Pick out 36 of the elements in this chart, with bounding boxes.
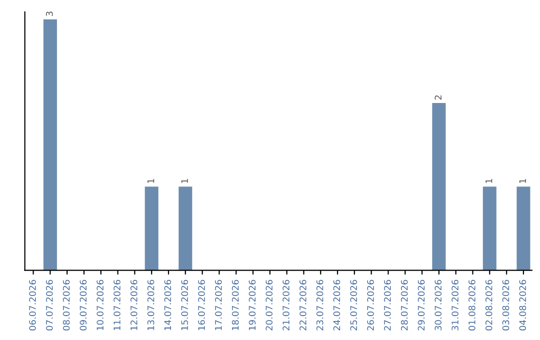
- x-tick-label: 06.07.2026: [29, 280, 36, 330]
- x-tick-label: 23.07.2026: [316, 280, 324, 330]
- x-tick-label: 01.08.2026: [468, 280, 476, 330]
- x-tick-label: 07.07.2026: [46, 280, 53, 330]
- x-tick-label: 28.07.2026: [400, 280, 408, 330]
- x-tick-label: 04.08.2026: [519, 280, 526, 330]
- data-label: 1: [519, 178, 526, 183]
- x-tick-label: 13.07.2026: [147, 280, 154, 330]
- x-tick-label: 18.07.2026: [232, 280, 239, 330]
- data-label: 1: [181, 178, 188, 183]
- x-tick-label: 15.07.2026: [181, 280, 188, 330]
- x-tick-label: 17.07.2026: [215, 280, 222, 330]
- data-label: 2: [434, 95, 442, 100]
- x-tick-label: 09.07.2026: [80, 280, 87, 330]
- x-tick-label: 30.07.2026: [434, 280, 442, 330]
- x-tick-label: 31.07.2026: [452, 280, 458, 330]
- x-tick-label: 02.08.2026: [485, 280, 492, 330]
- x-tick-label: 11.07.2026: [114, 280, 120, 330]
- x-tick-label: 14.07.2026: [164, 280, 172, 330]
- x-tick-label: 19.07.2026: [248, 280, 256, 330]
- x-tick-label: 03.08.2026: [502, 280, 510, 330]
- x-tick-label: 08.07.2026: [62, 280, 70, 330]
- x-tick-label: 21.07.2026: [282, 280, 290, 330]
- x-tick-label: 25.07.2026: [350, 280, 358, 330]
- x-tick-label: 16.07.2026: [198, 280, 205, 330]
- data-label: 1: [148, 178, 154, 183]
- x-tick-label: 24.07.2026: [333, 280, 340, 330]
- data-label: 3: [46, 12, 53, 16]
- x-tick-label: 22.07.2026: [300, 280, 306, 330]
- x-tick-label: 10.07.2026: [96, 280, 104, 330]
- x-tick-label: 20.07.2026: [266, 280, 273, 330]
- x-tick-label: 12.07.2026: [130, 280, 138, 330]
- x-tick-label: 29.07.2026: [418, 280, 425, 330]
- data-label: 1: [486, 178, 492, 183]
- x-tick-label: 26.07.2026: [367, 280, 374, 330]
- x-tick-label: 27.07.2026: [384, 280, 391, 330]
